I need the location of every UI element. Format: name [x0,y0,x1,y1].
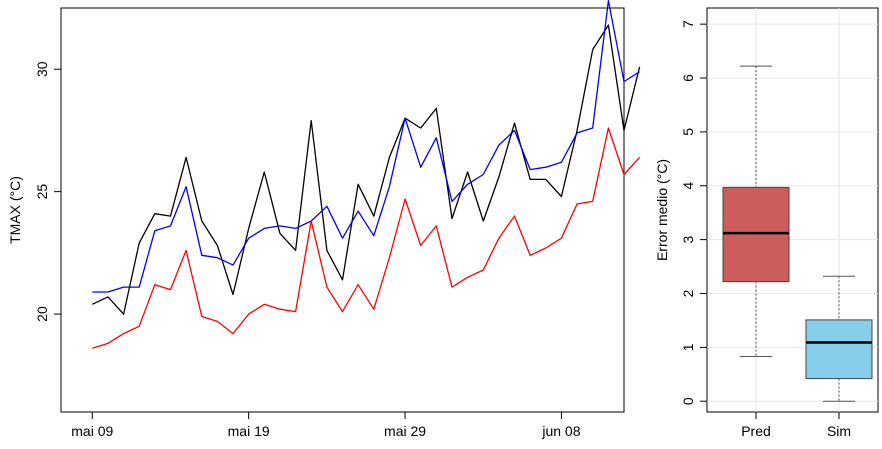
y-tick-label: 30 [34,61,50,77]
iqr-box [805,319,873,380]
y-tick-label: 3 [680,236,696,244]
x-tick-label: mai 19 [228,423,270,439]
tmax-line-chart: mai 09 mai 19 mai 29 jun 08 20 25 30 TMAX (°C… [7,0,641,439]
line-chart-x-axis: mai 09 mai 19 mai 29 jun 08 [71,412,581,439]
x-tick-label: mai 09 [71,423,113,439]
boxplot-y-axis-title: Error medio (°C) [654,159,670,261]
series-line-2 [92,127,641,349]
box-pred [722,65,790,358]
line-series-group [92,0,641,349]
box-sim [805,275,873,402]
y-tick-label: 4 [680,182,696,190]
series-line-1 [92,0,640,293]
y-tick-label: 0 [680,397,696,405]
x-tick-label: mai 29 [384,423,426,439]
y-tick-label: 7 [680,20,696,28]
x-tick-label: Pred [741,423,771,439]
y-tick-label: 5 [680,128,696,136]
x-tick-label: jun 08 [541,423,580,439]
y-tick-label: 20 [34,306,50,322]
series-line-0 [92,24,641,315]
boxplot-x-axis: Pred Sim [741,412,851,439]
boxplot-boxes [722,65,873,402]
y-tick-label: 2 [680,289,696,297]
y-tick-label: 25 [34,184,50,200]
iqr-box [722,186,790,283]
y-tick-label: 1 [680,343,696,351]
x-tick-label: Sim [827,423,851,439]
line-chart-y-axis-title: TMAX (°C) [7,176,23,244]
line-chart-y-axis: 20 25 30 [34,61,61,322]
boxplot-y-axis: 0 1 2 3 4 5 6 7 [680,20,707,405]
line-chart-plot-area [60,7,625,413]
error-boxplot-chart: Pred Sim 0 1 2 3 4 5 6 7 Error medio (°C) [654,7,879,439]
boxplot-plot-area [706,7,879,413]
y-tick-label: 6 [680,74,696,82]
